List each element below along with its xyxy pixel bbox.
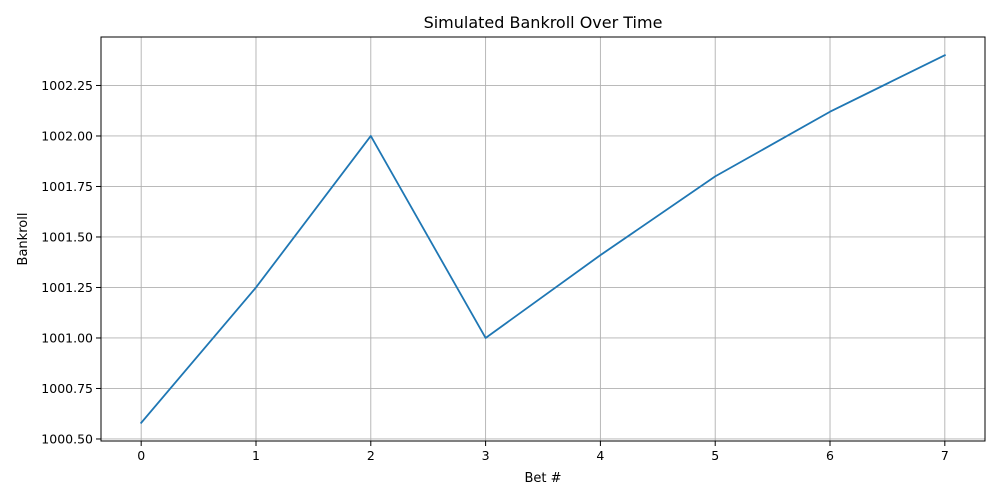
plot-frame	[100, 36, 986, 442]
y-axis-ticks: 1000.50 1000.75 1001.00 1001.25 1001.50 1001.…	[41, 78, 101, 446]
series-layer	[139, 53, 947, 425]
y-axis-label: Bankroll	[16, 213, 31, 266]
x-tick-label: 1	[252, 448, 260, 463]
y-tick-label: 1001.00	[41, 330, 93, 345]
y-tick-label: 1001.25	[41, 280, 93, 295]
y-tick-label: 1002.00	[41, 128, 93, 143]
x-axis-label: Bet #	[524, 471, 561, 486]
y-tick-label: 1000.75	[41, 381, 93, 396]
chart-title: Simulated Bankroll Over Time	[424, 13, 663, 32]
y-tick-label: 1000.50	[41, 431, 93, 446]
y-tick-label: 1002.25	[41, 78, 93, 93]
x-tick-label: 7	[941, 448, 949, 463]
y-tick-label: 1001.75	[41, 179, 93, 194]
x-tick-label: 4	[596, 448, 604, 463]
y-tick-label: 1001.50	[41, 229, 93, 244]
bankroll-series-line	[139, 53, 947, 425]
x-tick-label: 0	[137, 448, 145, 463]
x-tick-label: 3	[482, 448, 490, 463]
x-axis-ticks: 0 1 2 3 4 5 6 7	[137, 441, 949, 463]
x-tick-label: 2	[367, 448, 375, 463]
grid-lines	[101, 37, 985, 441]
x-tick-label: 5	[711, 448, 719, 463]
x-tick-label: 6	[826, 448, 834, 463]
